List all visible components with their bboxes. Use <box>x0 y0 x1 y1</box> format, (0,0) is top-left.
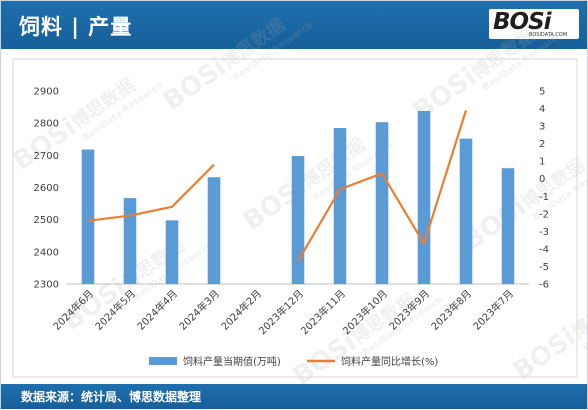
bosi-logo: BOSi BOSIDATA.COM <box>489 9 579 39</box>
legend: 饲料产量当期值(万吨) 饲料产量同比增长(%) <box>149 355 438 368</box>
bar <box>333 127 347 284</box>
y-left-tick-label: 2400 <box>34 247 59 258</box>
growth-line-segment <box>87 163 215 222</box>
y-left-tick-label: 2600 <box>34 183 59 194</box>
y-right-tick-label: 2 <box>539 139 545 150</box>
bar <box>123 198 137 284</box>
bar <box>501 168 515 284</box>
logo-subtext: BOSIDATA.COM <box>529 32 568 38</box>
growth-line-segment <box>297 109 468 262</box>
x-tick-label: 2024年2月 <box>218 287 264 333</box>
y-left-tick-label: 2700 <box>34 151 59 162</box>
watermark-logo: BOSi <box>158 52 232 116</box>
bar <box>459 138 473 284</box>
y-right-tick-label: -1 <box>539 192 549 203</box>
bar <box>207 177 221 284</box>
y-right-tick-label: -2 <box>539 209 549 220</box>
y-right-tick-label: -5 <box>539 262 549 273</box>
y-right-tick-label: -4 <box>539 244 549 255</box>
y-right-tick-label: 3 <box>539 122 545 133</box>
legend-line-label: 饲料产量同比增长(%) <box>341 355 438 368</box>
y-right-tick-label: 1 <box>539 157 545 168</box>
y-right-tick-label: 0 <box>539 174 545 185</box>
y-right-tick-label: 4 <box>539 104 545 115</box>
line-series <box>87 109 468 262</box>
legend-bar-swatch <box>149 357 177 365</box>
y-right-tick-label: 5 <box>539 87 545 98</box>
y-left-tick-label: 2900 <box>34 87 59 98</box>
footer-bar: 数据来源：统计局、博思数据整理 <box>1 384 587 409</box>
x-tick-label: 2024年3月 <box>176 287 222 333</box>
bar <box>165 220 179 284</box>
chart-title: 饲料 | 产量 <box>19 15 133 39</box>
bar-series <box>81 110 515 285</box>
header-bar: 饲料 | 产量 BOSi BOSIDATA.COM <box>1 1 587 49</box>
legend-bar-label: 饲料产量当期值(万吨) <box>183 355 281 368</box>
bar <box>375 122 389 285</box>
y-right-tick-label: -6 <box>539 280 549 291</box>
bar <box>291 155 305 284</box>
plot-border <box>12 58 578 378</box>
y-left-tick-label: 2500 <box>34 215 59 226</box>
y-left-tick-label: 2800 <box>34 119 59 130</box>
y-left-tick-label: 2300 <box>34 280 59 291</box>
bar <box>417 110 431 285</box>
bar <box>81 149 95 284</box>
axes: 2300 2400 2500 2600 2700 2800 2900 -6 -5 -4 -3 -2 -1… <box>34 87 549 291</box>
x-tick-label: 2023年7月 <box>470 287 516 333</box>
y-right-tick-label: -3 <box>539 227 549 238</box>
source-note: 数据来源：统计局、博思数据整理 <box>21 390 202 404</box>
logo-text: BOSi <box>493 9 552 35</box>
